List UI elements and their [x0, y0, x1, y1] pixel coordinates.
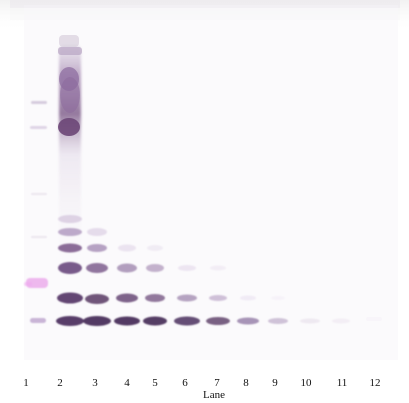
gel-bands: [56, 215, 350, 326]
lane-12-blank: [366, 317, 382, 321]
gel-faint-top-shadow: [10, 0, 400, 20]
lane-1-ladder: [24, 101, 48, 323]
